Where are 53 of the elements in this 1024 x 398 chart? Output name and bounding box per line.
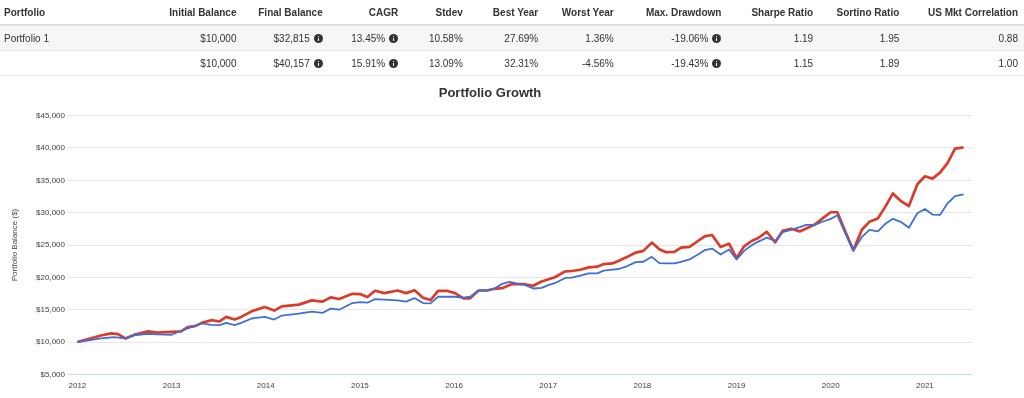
text: 1.36% [585,32,614,44]
category-label: Portfolio [0,0,162,25]
text: -19.06% [671,32,709,44]
x-tick-label: 2013 [162,381,182,391]
x-tick-label: 2020 [821,381,841,391]
x-tick-label: 2016 [445,381,464,391]
text: -19.43% [671,57,709,69]
text: 1.00 [998,57,1018,69]
y-tick-label: $35,000 [36,175,66,185]
text: $10,000 [200,32,237,44]
y-tick-label: $20,000 [36,272,66,282]
x-tick-label: 2018 [633,381,652,391]
text: $40,157 [273,57,310,69]
category-label: Sortino Ratio [819,0,906,25]
text: 1.19 [793,32,814,44]
x-tick-label: 2012 [68,381,87,391]
category-label: Worst Year [544,0,620,25]
x-tick-label: 2019 [727,381,747,391]
category-label: Best Year [468,0,545,25]
x-tick-label: 2017 [539,381,558,391]
y-tick-label: $10,000 [36,337,66,347]
y-tick-label: $40,000 [36,143,66,153]
y-axis-title: Portfolio Balance ($) [10,208,19,282]
text: -4.56% [582,57,614,69]
y-tick-label: $45,000 [36,110,66,120]
text: 32.31% [504,57,539,69]
text: $32,815 [273,32,310,44]
x-tick-label: 2015 [351,381,370,391]
x-tick-label: 2014 [256,381,276,391]
text: 27.69% [504,32,539,44]
y-tick-label: $5,000 [40,369,66,379]
y-tick-label: $15,000 [36,304,66,314]
y-tick-label: $30,000 [36,207,66,217]
x-tick-label: 2021 [916,381,935,391]
text: 1.89 [879,57,900,69]
category-label: Stdev [404,0,469,25]
text: 13.09% [428,57,463,69]
category-label: Final Balance [242,0,329,25]
category-label: CAGR [328,0,405,25]
text: 10.58% [428,32,463,44]
text: 1.15 [793,57,814,69]
text: $10,000 [200,57,237,69]
category-label: US Mkt Correlation [905,0,1024,25]
chart-title: Portfolio Growth [438,85,542,101]
text: 15.91% [351,57,386,69]
category-label: Initial Balance [161,0,243,25]
category-label: Sharpe Ratio [727,0,820,25]
text: 1.95 [879,32,900,44]
text: 0.88 [998,32,1018,44]
category-label: Portfolio 1 [4,32,50,44]
y-tick-label: $25,000 [36,240,66,250]
category-label: Max. Drawdown [619,0,728,25]
text: 13.45% [351,32,386,44]
